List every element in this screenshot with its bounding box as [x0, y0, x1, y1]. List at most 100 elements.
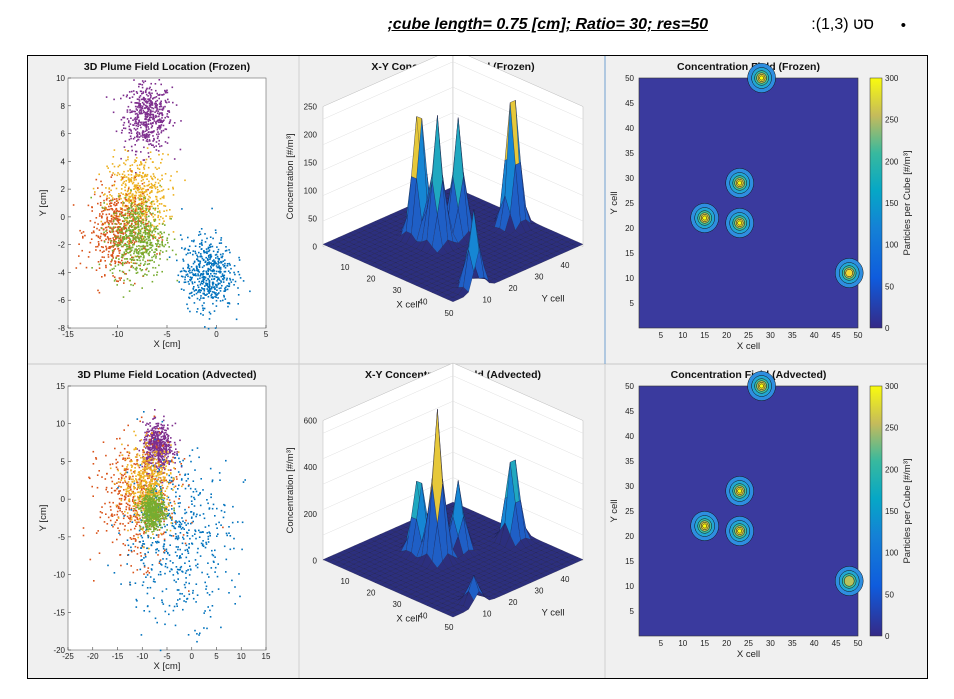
- scatter-point: [136, 205, 138, 207]
- scatter-point: [118, 250, 120, 252]
- scatter-point: [169, 516, 171, 518]
- scatter-point: [154, 455, 157, 457]
- scatter-point: [208, 508, 211, 510]
- scatter-point: [132, 138, 135, 140]
- scatter-point: [121, 129, 123, 132]
- scatter-point: [106, 203, 108, 205]
- scatter-point: [160, 104, 162, 106]
- scatter-point: [189, 537, 191, 540]
- scatter-point: [152, 135, 154, 137]
- scatter-point: [101, 216, 103, 218]
- scatter-point: [160, 427, 163, 430]
- scatter-point: [179, 555, 181, 557]
- scatter-point: [145, 133, 148, 135]
- scatter-point: [231, 579, 233, 582]
- scatter-point: [179, 592, 181, 595]
- scatter-point: [116, 284, 118, 286]
- scatter-point: [163, 245, 165, 248]
- scatter-point: [226, 534, 228, 537]
- x-tick-label: 40: [810, 331, 819, 340]
- scatter-point: [151, 475, 154, 477]
- colorbar-tick-label: 0: [885, 324, 890, 333]
- scatter-point: [142, 221, 144, 224]
- scatter-point: [202, 545, 205, 547]
- scatter-point: [168, 111, 171, 113]
- scatter-point: [168, 110, 170, 112]
- scatter-point: [167, 445, 170, 448]
- scatter-point: [150, 440, 152, 443]
- y-tick-label: 5: [61, 457, 66, 466]
- scatter-point: [163, 432, 165, 434]
- scatter-point: [158, 237, 160, 239]
- scatter-point: [127, 468, 129, 471]
- scatter-point: [156, 540, 159, 543]
- scatter-point: [161, 599, 163, 601]
- scatter-point: [145, 201, 148, 204]
- scatter-point: [111, 195, 113, 197]
- scatter-point: [139, 229, 142, 232]
- scatter-point: [110, 240, 113, 242]
- scatter-point: [113, 239, 116, 242]
- scatter-point: [211, 553, 214, 556]
- scatter-point: [151, 224, 154, 227]
- scatter-point: [116, 482, 118, 484]
- scatter-point: [105, 486, 108, 489]
- scatter-point: [160, 105, 163, 108]
- scatter-point: [116, 243, 119, 246]
- scatter-point: [132, 239, 134, 242]
- scatter-point: [98, 215, 101, 217]
- scatter-point: [134, 538, 136, 540]
- scatter-point: [153, 427, 155, 429]
- scatter-point: [126, 237, 129, 239]
- scatter-point: [169, 501, 172, 504]
- scatter-point: [165, 459, 168, 462]
- scatter-point: [132, 571, 135, 574]
- scatter-point: [147, 431, 150, 433]
- scatter-point: [200, 478, 202, 480]
- scatter-point: [162, 444, 164, 447]
- scatter-point: [149, 96, 152, 99]
- scatter-point: [220, 275, 223, 278]
- scatter-point: [140, 203, 143, 205]
- scatter-point: [215, 284, 217, 286]
- scatter-point: [118, 502, 121, 505]
- scatter-point: [161, 449, 164, 451]
- scatter-point: [143, 159, 146, 161]
- scatter-point: [146, 263, 149, 266]
- scatter-point: [170, 218, 172, 220]
- scatter-point: [156, 115, 158, 118]
- scatter-point: [158, 103, 161, 105]
- scatter-point: [160, 465, 162, 467]
- wall-gridline: [322, 61, 584, 120]
- scatter-point: [126, 251, 129, 254]
- scatter-point: [136, 245, 138, 248]
- scatter-point: [147, 184, 149, 187]
- scatter-point: [190, 495, 193, 498]
- scatter-point: [109, 231, 112, 233]
- scatter-point: [134, 231, 137, 234]
- scatter-point: [149, 86, 151, 89]
- scatter-point: [122, 543, 125, 545]
- scatter-point: [121, 255, 124, 257]
- scatter-point: [146, 434, 148, 436]
- scatter-point: [160, 573, 162, 576]
- scatter-point: [174, 485, 177, 488]
- scatter-point: [154, 409, 156, 411]
- scatter-point: [131, 205, 133, 208]
- scatter-point: [108, 191, 111, 193]
- scatter-point: [135, 220, 138, 223]
- scatter-point: [204, 260, 207, 263]
- scatter-point: [152, 122, 154, 125]
- scatter-point: [196, 633, 198, 635]
- scatter-point: [147, 98, 149, 100]
- scatter-point: [220, 271, 222, 273]
- scatter-point: [150, 111, 152, 113]
- scatter-point: [154, 103, 156, 105]
- scatter-point: [149, 462, 151, 464]
- scatter-point: [139, 215, 141, 218]
- scatter-point: [147, 270, 150, 273]
- scatter-point: [197, 274, 199, 277]
- scatter-point: [145, 447, 147, 449]
- scatter-point: [151, 456, 154, 458]
- scatter-point: [141, 492, 144, 494]
